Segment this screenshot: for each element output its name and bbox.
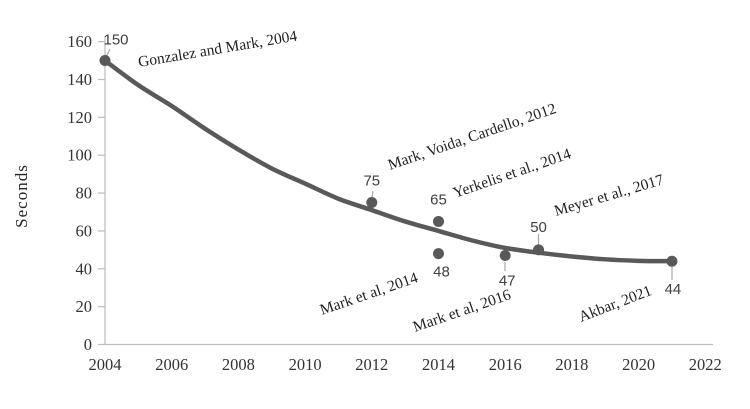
data-point <box>533 244 545 256</box>
annotation-label: Mark et al, 2016 <box>411 286 514 336</box>
data-point <box>666 255 678 267</box>
y-axis-title: Seconds <box>12 164 31 228</box>
y-tick-label: 120 <box>67 108 92 127</box>
annotation-label: Mark et al, 2014 <box>318 269 421 319</box>
annotation-label: Meyer et al., 2017 <box>552 171 666 220</box>
y-tick-label: 60 <box>76 221 93 240</box>
x-tick-label: 2022 <box>689 355 722 374</box>
x-tick-label: 2010 <box>289 355 322 374</box>
data-point <box>99 55 111 67</box>
data-point-value-label: 65 <box>430 191 447 208</box>
annotation-label: Gonzalez and Mark, 2004 <box>137 28 299 71</box>
trend-curve <box>102 58 675 264</box>
data-point-value-label: 75 <box>363 173 380 190</box>
y-tick-label: 20 <box>76 297 93 316</box>
chart-layers: 0 20 40 60 80 100 120 140 160 2004 2006 2008 2010 201… <box>67 28 722 374</box>
data-point-value-label: 44 <box>665 281 682 298</box>
data-point-value-label: 48 <box>433 264 450 281</box>
x-tick-label: 2020 <box>622 355 655 374</box>
data-point-value-label: 150 <box>103 32 128 49</box>
data-point <box>366 197 378 209</box>
annotation-label: Akbar, 2021 <box>576 282 654 325</box>
x-tick-label: 2016 <box>489 355 522 374</box>
data-point-value-label: 47 <box>499 273 516 290</box>
data-point <box>433 215 444 227</box>
x-tick-label: 2006 <box>155 355 188 374</box>
y-tick-label: 40 <box>76 259 93 278</box>
x-tick-label: 2014 <box>422 355 455 374</box>
leader-line <box>371 190 374 199</box>
x-tick-label: 2008 <box>222 355 255 374</box>
data-point <box>499 250 511 262</box>
y-tick-label: 100 <box>67 146 92 165</box>
data-point <box>433 248 444 260</box>
y-tick-label: 0 <box>84 335 92 354</box>
data-point-value-label: 50 <box>530 219 547 236</box>
x-tick-label: 2004 <box>89 355 122 374</box>
y-tick-label: 140 <box>67 70 92 89</box>
x-tick-label: 2018 <box>555 355 588 374</box>
y-tick-label: 80 <box>76 184 93 203</box>
annotation-label: Yerkelis et al., 2014 <box>451 145 574 201</box>
y-tick-label: 160 <box>67 32 92 51</box>
x-tick-label: 2012 <box>355 355 388 374</box>
